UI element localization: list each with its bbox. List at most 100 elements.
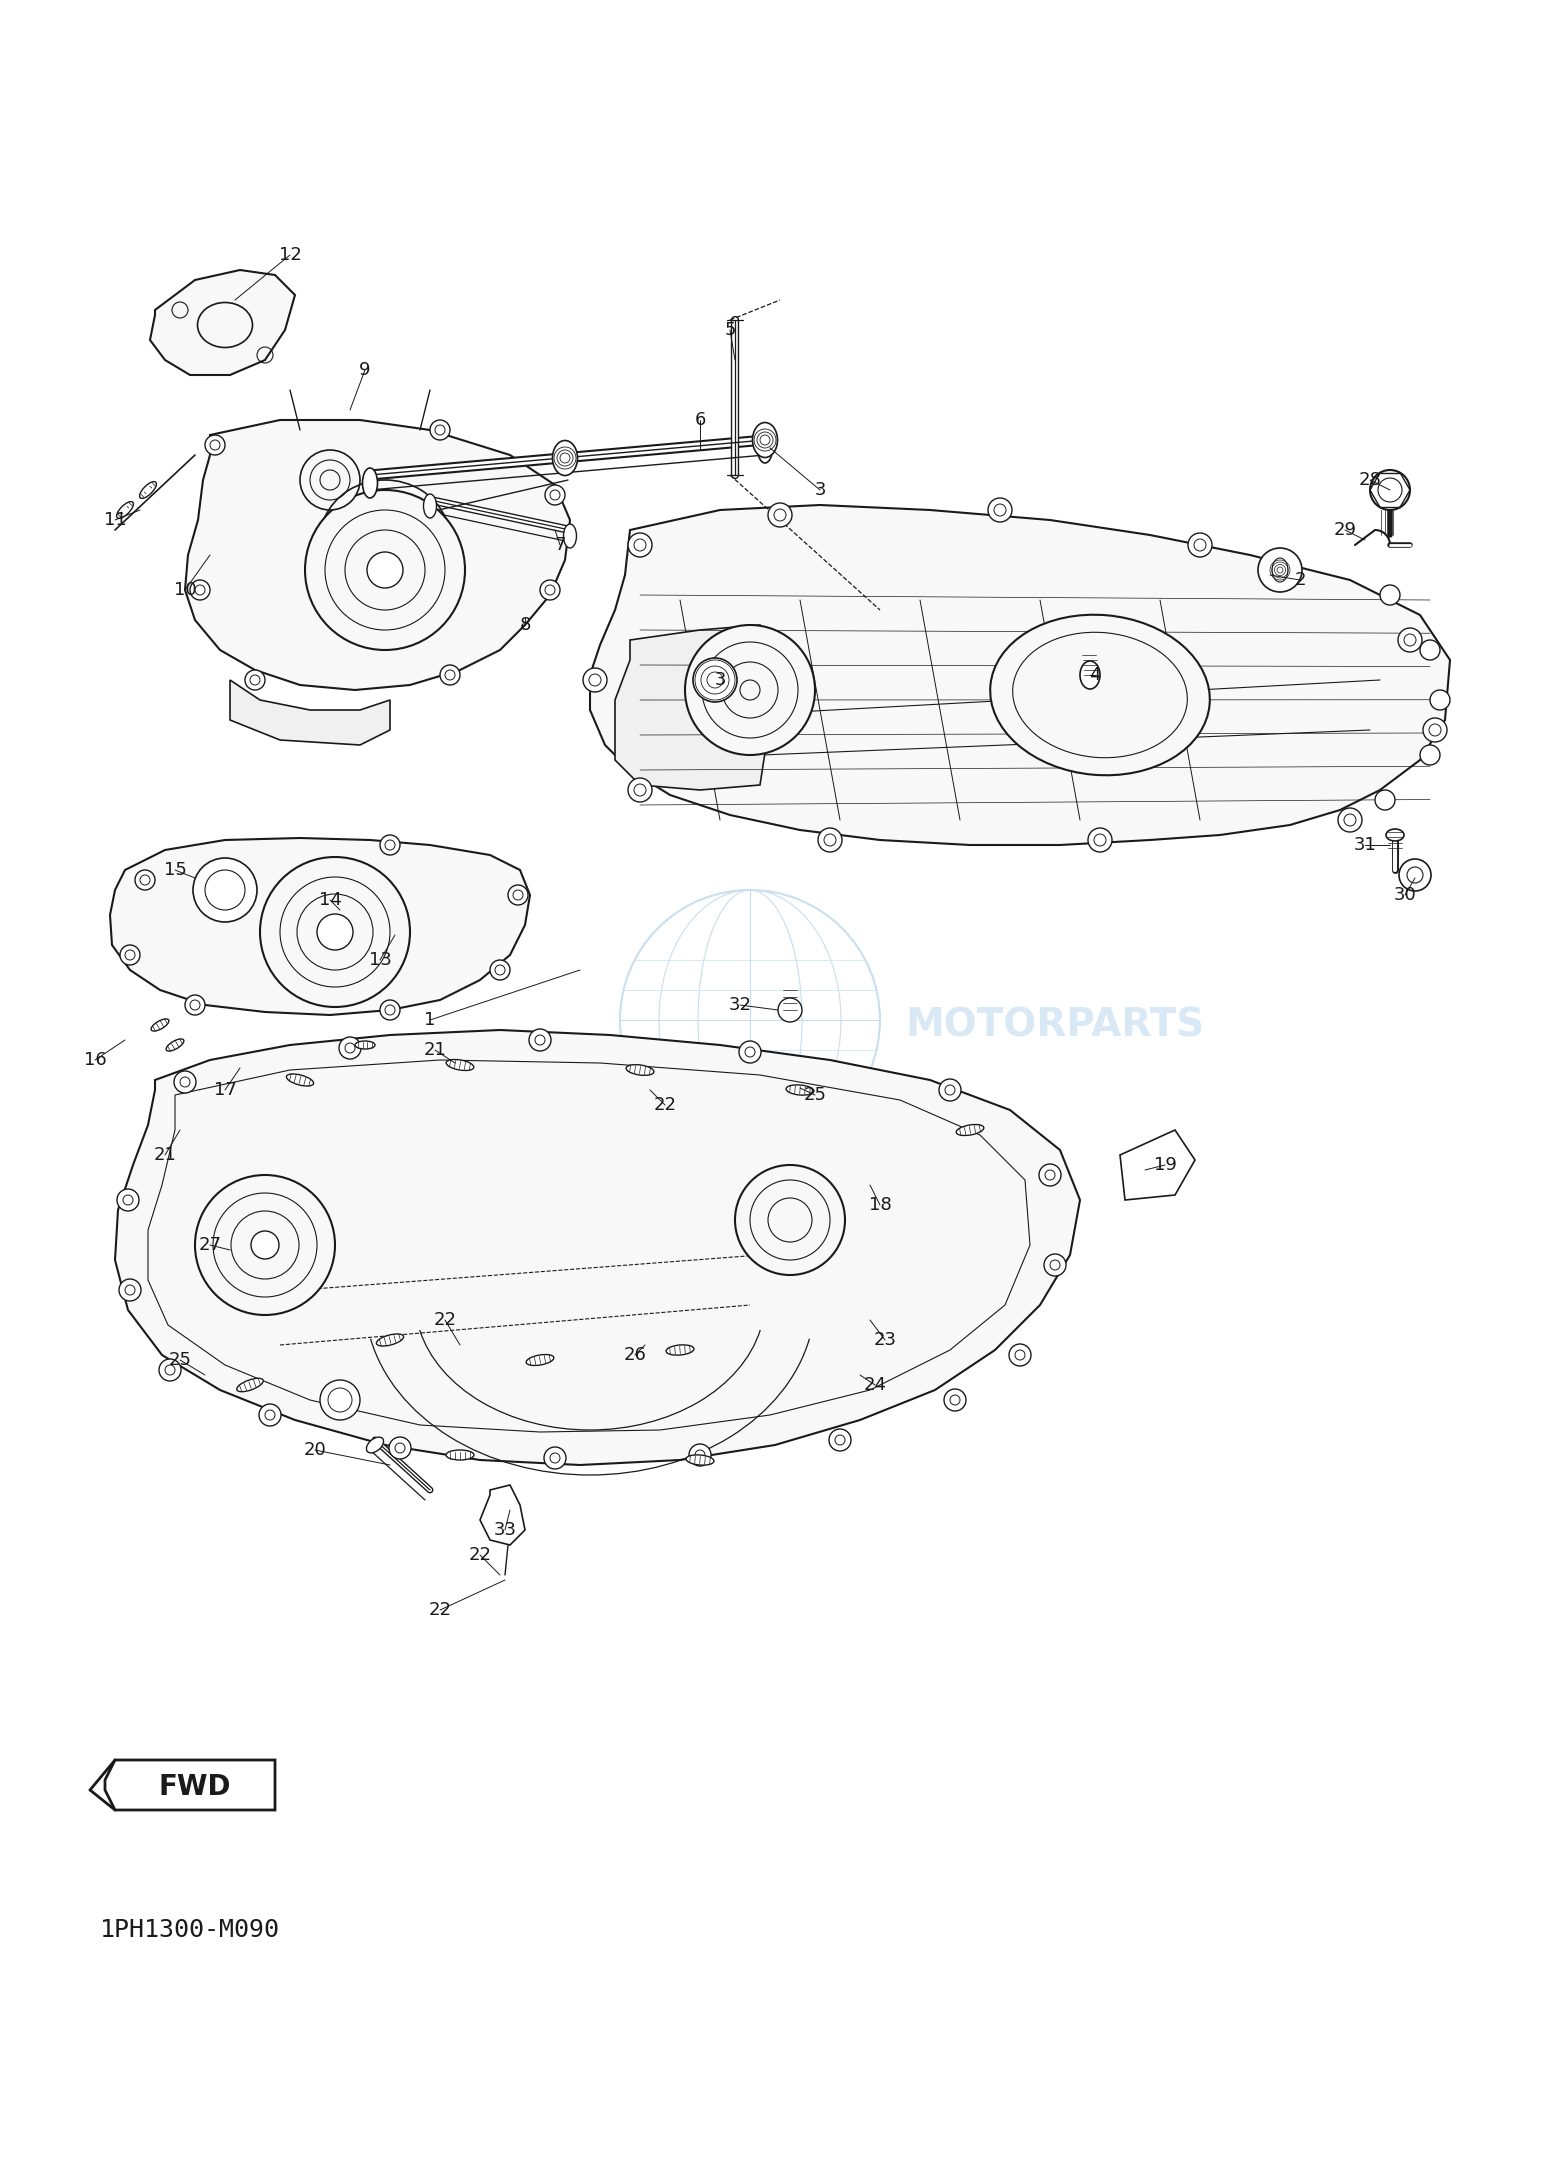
Text: MOTORPARTS: MOTORPARTS — [905, 1005, 1204, 1044]
Text: 6: 6 — [694, 412, 706, 429]
Text: 1: 1 — [424, 1012, 436, 1029]
Text: 31: 31 — [1354, 835, 1377, 855]
Circle shape — [1399, 628, 1422, 652]
Circle shape — [830, 1430, 851, 1452]
Circle shape — [544, 484, 564, 506]
Circle shape — [507, 885, 527, 905]
Circle shape — [1380, 584, 1400, 606]
Text: FWD: FWD — [159, 1772, 231, 1801]
Circle shape — [367, 552, 402, 589]
Text: 21: 21 — [424, 1042, 447, 1059]
Ellipse shape — [362, 469, 378, 497]
Ellipse shape — [167, 1040, 183, 1051]
Ellipse shape — [376, 1334, 404, 1345]
Text: 8: 8 — [520, 617, 530, 634]
Circle shape — [430, 421, 450, 440]
Ellipse shape — [446, 1059, 473, 1070]
Text: 27: 27 — [199, 1236, 222, 1254]
Ellipse shape — [686, 1454, 714, 1465]
Text: 1PH1300-M090: 1PH1300-M090 — [100, 1918, 281, 1942]
Circle shape — [1258, 547, 1301, 593]
Circle shape — [1187, 532, 1212, 558]
Text: 4: 4 — [1089, 667, 1101, 685]
Circle shape — [389, 1437, 412, 1458]
Circle shape — [190, 580, 210, 600]
Text: 7: 7 — [554, 536, 566, 554]
Circle shape — [301, 449, 359, 510]
Text: 25: 25 — [168, 1352, 191, 1369]
Text: 12: 12 — [279, 246, 301, 264]
Polygon shape — [109, 837, 530, 1016]
Text: 13: 13 — [369, 950, 392, 968]
Circle shape — [1399, 859, 1431, 892]
Text: 23: 23 — [873, 1332, 896, 1349]
Ellipse shape — [446, 1450, 473, 1461]
Circle shape — [117, 1188, 139, 1212]
Circle shape — [245, 669, 265, 691]
Text: 19: 19 — [1153, 1155, 1177, 1175]
Text: 3: 3 — [714, 671, 726, 689]
Circle shape — [119, 1280, 140, 1301]
Ellipse shape — [626, 1064, 654, 1075]
Polygon shape — [185, 421, 571, 691]
Circle shape — [939, 1079, 961, 1101]
Ellipse shape — [990, 615, 1210, 776]
Text: 22: 22 — [469, 1546, 492, 1563]
Text: 17: 17 — [213, 1081, 236, 1099]
Circle shape — [583, 667, 608, 691]
Circle shape — [628, 778, 652, 802]
Polygon shape — [615, 626, 769, 789]
Circle shape — [379, 1001, 399, 1020]
Circle shape — [1008, 1345, 1032, 1367]
Circle shape — [739, 1042, 762, 1064]
Circle shape — [1089, 828, 1112, 852]
Circle shape — [193, 859, 258, 922]
Circle shape — [944, 1389, 965, 1410]
Ellipse shape — [526, 1354, 554, 1365]
Text: 14: 14 — [319, 892, 341, 909]
Circle shape — [174, 1070, 196, 1092]
Circle shape — [1338, 809, 1362, 833]
Circle shape — [768, 504, 793, 528]
Text: 22: 22 — [429, 1600, 452, 1620]
Circle shape — [251, 1232, 279, 1260]
Text: 3: 3 — [814, 482, 827, 499]
Text: 16: 16 — [83, 1051, 106, 1068]
Circle shape — [321, 1380, 359, 1419]
Circle shape — [205, 436, 225, 456]
Text: 9: 9 — [359, 362, 370, 379]
Ellipse shape — [757, 434, 773, 462]
Ellipse shape — [151, 1018, 170, 1031]
Circle shape — [1420, 641, 1440, 661]
Circle shape — [194, 1175, 335, 1315]
Circle shape — [544, 1448, 566, 1469]
Text: 33: 33 — [493, 1522, 517, 1539]
Text: 22: 22 — [654, 1097, 677, 1114]
Text: 2: 2 — [1294, 571, 1306, 589]
Text: 11: 11 — [103, 510, 126, 530]
Circle shape — [1039, 1164, 1061, 1186]
Circle shape — [817, 828, 842, 852]
Ellipse shape — [237, 1378, 264, 1391]
Circle shape — [529, 1029, 550, 1051]
Text: 22: 22 — [433, 1310, 456, 1330]
Text: 20: 20 — [304, 1441, 327, 1458]
Text: 5: 5 — [725, 320, 736, 340]
Text: 10: 10 — [174, 582, 196, 600]
Circle shape — [185, 994, 205, 1016]
Text: 25: 25 — [803, 1086, 827, 1103]
Circle shape — [259, 1404, 281, 1426]
Circle shape — [1369, 471, 1409, 510]
Circle shape — [628, 532, 652, 558]
Ellipse shape — [552, 440, 578, 475]
Circle shape — [736, 1164, 845, 1275]
Polygon shape — [230, 680, 390, 746]
Polygon shape — [105, 1759, 274, 1809]
Polygon shape — [1119, 1129, 1195, 1199]
Polygon shape — [591, 506, 1449, 846]
Text: 24: 24 — [864, 1376, 887, 1393]
Circle shape — [305, 490, 466, 650]
Circle shape — [136, 870, 156, 889]
Circle shape — [692, 658, 737, 702]
Circle shape — [1423, 717, 1446, 741]
